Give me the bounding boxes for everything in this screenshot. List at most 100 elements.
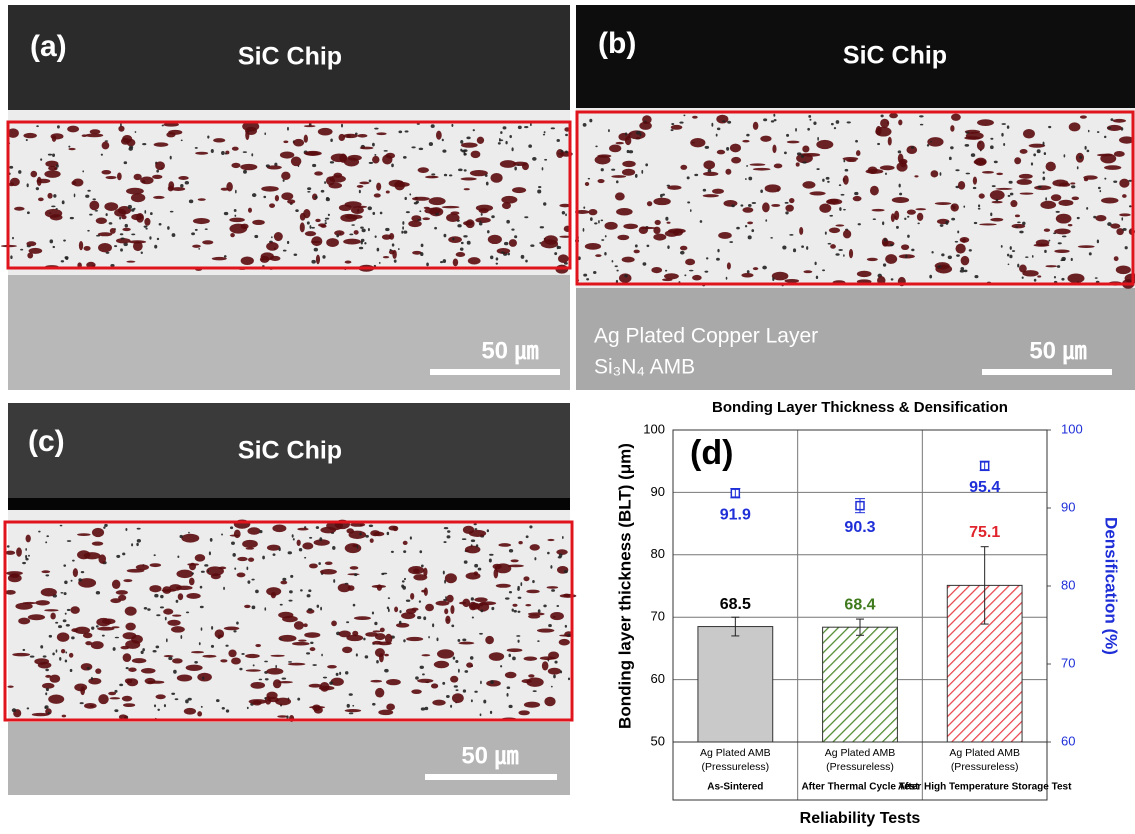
pore	[164, 655, 174, 657]
pore	[120, 123, 122, 126]
pore	[91, 626, 94, 629]
pore	[425, 176, 439, 179]
pore	[345, 583, 349, 585]
pore	[951, 218, 955, 221]
pore	[772, 145, 776, 153]
pore	[870, 186, 879, 196]
pore	[726, 147, 729, 151]
y-tick-label: 90	[651, 484, 665, 499]
pore	[1038, 186, 1042, 188]
pore	[377, 248, 380, 252]
pore	[365, 655, 369, 658]
pore	[228, 649, 236, 657]
pore	[1048, 126, 1051, 128]
pore	[471, 151, 481, 159]
pore	[505, 672, 517, 678]
panel-label: (b)	[598, 27, 636, 60]
pore	[1044, 229, 1050, 232]
pore	[320, 682, 330, 692]
pore	[264, 132, 266, 135]
pore	[357, 545, 359, 549]
pore	[123, 703, 135, 707]
pore	[34, 658, 49, 665]
pore	[692, 116, 698, 119]
pore	[92, 198, 95, 200]
pore	[317, 605, 320, 608]
pore	[560, 150, 563, 152]
pore	[525, 260, 528, 263]
pore	[188, 532, 190, 534]
pore	[185, 181, 189, 185]
pore	[312, 164, 316, 167]
pore	[802, 181, 815, 188]
pore	[565, 150, 568, 153]
pore	[57, 632, 70, 641]
pore	[210, 538, 213, 542]
pore	[595, 254, 601, 257]
pore	[978, 204, 980, 207]
pore	[252, 193, 256, 197]
pore	[334, 230, 344, 235]
pore	[309, 706, 325, 709]
pore	[836, 120, 840, 124]
pore	[1125, 246, 1128, 249]
pore	[969, 249, 972, 251]
pore	[82, 134, 88, 137]
pore	[246, 567, 248, 571]
pore	[67, 126, 79, 133]
pore	[330, 138, 333, 142]
pore	[349, 234, 353, 236]
pore	[452, 693, 464, 703]
pore	[368, 228, 370, 231]
pore	[907, 209, 916, 214]
pore	[992, 185, 996, 187]
pore	[92, 528, 104, 537]
pore	[1095, 277, 1098, 279]
pore	[436, 131, 442, 140]
pore	[640, 227, 657, 229]
pore	[389, 526, 398, 531]
pore	[156, 645, 160, 648]
pore	[514, 235, 517, 238]
pore	[537, 628, 554, 632]
pore	[113, 647, 116, 651]
pore	[423, 568, 427, 577]
pore	[79, 241, 83, 250]
pore	[72, 178, 83, 186]
pore	[193, 218, 210, 224]
pore	[774, 164, 783, 169]
pore	[60, 525, 63, 527]
pore	[114, 245, 117, 247]
pore	[1068, 224, 1073, 226]
pore	[1119, 213, 1131, 216]
pore	[280, 151, 294, 158]
pore	[63, 564, 66, 566]
pore	[723, 200, 737, 207]
x-tick-label: After High Temperature Storage Test	[898, 782, 1072, 793]
pore	[955, 244, 965, 254]
pore	[451, 211, 460, 214]
pore	[424, 587, 428, 595]
pore	[398, 131, 402, 134]
pore	[974, 222, 977, 224]
pore	[885, 172, 887, 175]
pore	[772, 277, 774, 281]
pore	[273, 553, 276, 556]
pore	[809, 191, 825, 195]
pore	[973, 177, 977, 185]
pore	[365, 535, 369, 538]
pore	[961, 256, 970, 266]
pore	[718, 232, 732, 239]
pore	[544, 697, 555, 707]
pore	[447, 530, 450, 533]
pore	[554, 252, 557, 255]
pore	[58, 625, 62, 628]
pore	[476, 205, 493, 212]
pore	[191, 232, 195, 235]
pore	[225, 153, 227, 155]
pore	[451, 625, 454, 628]
pore	[611, 175, 626, 178]
pore	[306, 652, 310, 654]
pore	[87, 667, 90, 670]
pore	[731, 204, 735, 207]
